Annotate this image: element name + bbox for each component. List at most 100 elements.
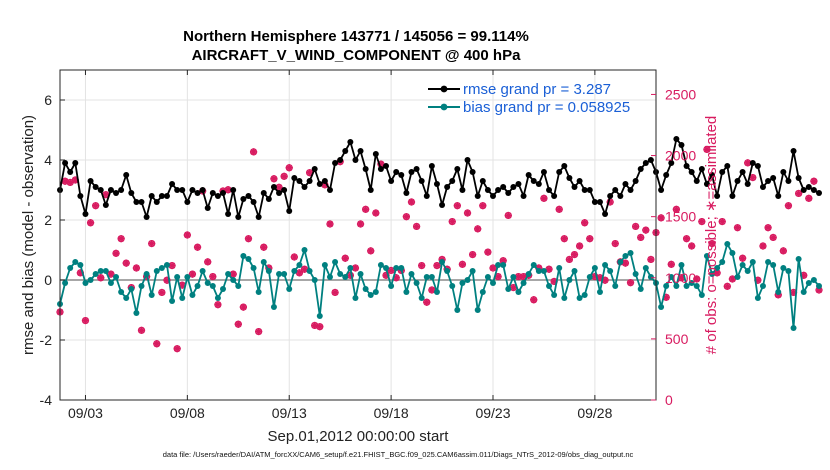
- rmse-data-point: [683, 163, 690, 169]
- rmse-data-point: [622, 181, 629, 187]
- obs-assimilated-marker: [448, 217, 456, 226]
- rmse-data-point: [673, 136, 680, 142]
- bias-data-point: [449, 283, 456, 289]
- bias-data-point: [342, 274, 349, 280]
- obs-assimilated-marker: [61, 177, 69, 185]
- rmse-data-point: [515, 181, 522, 187]
- rmse-data-point: [469, 169, 476, 175]
- obs-assimilated-marker: [657, 214, 665, 222]
- bias-data-point: [566, 277, 573, 283]
- obs-assimilated-marker: [306, 169, 314, 177]
- bias-data-point: [617, 259, 624, 265]
- bias-data-point: [388, 283, 395, 289]
- bias-data-point: [484, 274, 491, 280]
- rmse-data-point: [184, 199, 191, 205]
- obs-assimilated-marker: [117, 235, 125, 243]
- bias-data-point: [637, 286, 644, 292]
- bias-data-point: [362, 286, 369, 292]
- bias-data-point: [525, 271, 532, 277]
- bias-data-point: [245, 256, 252, 262]
- obs-assimilated-marker: [586, 235, 594, 243]
- rmse-data-point: [408, 169, 415, 175]
- obs-assimilated-marker: [632, 222, 640, 231]
- obs-assimilated-marker: [433, 261, 441, 270]
- obs-assimilated-marker: [555, 205, 563, 213]
- bias-data-point: [92, 271, 99, 277]
- bias-data-point: [408, 271, 415, 277]
- bias-data-point: [306, 268, 313, 274]
- rmse-data-point: [581, 187, 588, 193]
- rmse-data-point: [474, 193, 481, 199]
- bias-data-point: [775, 289, 782, 295]
- obs-assimilated-marker: [280, 172, 288, 180]
- obs-assimilated-marker: [667, 260, 675, 268]
- obs-assimilated-marker: [764, 224, 772, 232]
- rmse-data-point: [602, 211, 609, 217]
- legend-rmse-marker: [440, 85, 448, 93]
- rmse-data-point: [163, 193, 170, 199]
- bias-data-point: [602, 262, 609, 268]
- rmse-data-point: [362, 166, 369, 172]
- obs-assimilated-marker: [71, 176, 79, 184]
- bias-data-point: [510, 274, 517, 280]
- bias-data-point: [576, 295, 583, 301]
- obs-assimilated-marker: [570, 250, 579, 259]
- rmse-data-point: [596, 199, 603, 205]
- rmse-data-point: [372, 151, 379, 157]
- obs-assimilated-marker: [723, 282, 731, 290]
- obs-assimilated-marker: [362, 205, 370, 213]
- obs-assimilated-marker: [428, 286, 436, 294]
- rmse-data-point: [337, 157, 344, 163]
- rmse-data-point: [678, 142, 685, 148]
- rmse-data-point: [714, 193, 721, 199]
- bias-data-point: [734, 274, 741, 280]
- bias-data-point: [133, 310, 140, 316]
- rmse-data-point: [107, 187, 114, 193]
- rmse-data-point: [87, 178, 94, 184]
- bias-data-point: [515, 289, 522, 295]
- obs-assimilated-marker: [693, 275, 701, 283]
- bias-data-point: [535, 268, 542, 274]
- obs-assimilated-marker: [545, 265, 553, 273]
- bias-data-point: [326, 274, 333, 280]
- obs-assimilated-marker: [392, 274, 400, 282]
- bias-data-point: [622, 253, 629, 259]
- obs-assimilated-marker: [285, 164, 293, 172]
- rmse-data-point: [113, 190, 120, 196]
- obs-assimilated-marker: [530, 296, 538, 304]
- bias-data-point: [688, 280, 695, 286]
- rmse-data-point: [118, 187, 125, 193]
- obs-assimilated-marker: [229, 270, 237, 278]
- bias-data-point: [683, 283, 690, 289]
- obs-assimilated-marker: [270, 175, 278, 183]
- rmse-data-point: [255, 214, 262, 220]
- rmse-data-point: [148, 193, 155, 199]
- rmse-data-point: [225, 211, 232, 217]
- bias-data-point: [418, 295, 425, 301]
- bias-data-point: [138, 283, 145, 289]
- obs-assimilated-marker: [260, 243, 268, 251]
- obs-assimilated-marker: [453, 202, 461, 210]
- bias-data-point: [87, 277, 94, 283]
- rmse-data-point: [525, 172, 532, 178]
- rmse-data-point: [428, 163, 435, 169]
- rmse-data-point: [286, 208, 293, 214]
- rmse-data-point: [647, 157, 654, 163]
- obs-assimilated-marker: [193, 243, 202, 251]
- right-y-tick-label: 500: [665, 331, 689, 347]
- rmse-data-point: [82, 211, 89, 217]
- obs-assimilated-marker: [535, 264, 543, 272]
- obs-assimilated-marker: [214, 301, 222, 309]
- legend-bias-label: bias grand pr = 0.058925: [463, 99, 630, 116]
- rmse-data-point: [617, 193, 624, 199]
- rmse-data-point: [377, 166, 384, 172]
- rmse-data-point: [388, 178, 395, 184]
- obs-assimilated-marker: [540, 194, 548, 202]
- obs-assimilated-marker: [509, 283, 517, 292]
- bias-data-point: [158, 265, 165, 271]
- bias-data-point: [627, 250, 634, 256]
- bias-data-point: [607, 268, 614, 274]
- bias-data-point: [377, 262, 384, 268]
- rmse-data-point: [199, 187, 206, 193]
